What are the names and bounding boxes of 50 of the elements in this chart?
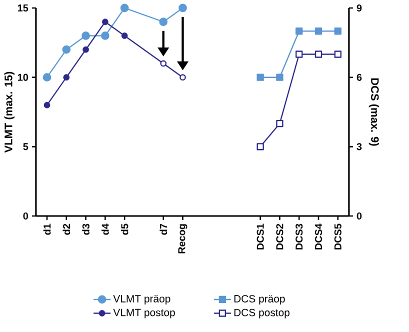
point [314,50,322,58]
y-tick-label: 0 [23,212,28,220]
x-tick-label: d2 [62,224,70,235]
y-tick-label: 5 [23,143,28,150]
legend-label: VLMT postop [113,308,175,318]
point [276,74,284,81]
x-tick-label: d7 [160,224,168,235]
point [256,143,264,150]
point [296,50,303,58]
y2-tick-label: 0 [356,212,362,220]
legend-label: DCS präop [234,295,285,305]
y2-tick-label: 3 [356,143,362,150]
legend-label: VLMT präop [113,295,170,304]
point [82,46,89,53]
point [334,50,342,58]
y-axis-title: VLMT (max. 15) [4,72,14,153]
y2-tick-label: 6 [356,74,362,81]
y-tick-label: 10 [18,74,28,81]
x-tick-label: DCS4 [314,224,322,250]
x-tick-label: DCS2 [276,224,284,250]
y2-tick-label: 9 [356,4,362,12]
point [44,102,50,108]
legend-label: DCS postop [234,308,290,318]
point [159,18,168,26]
x-tick-label: DCS5 [334,224,342,250]
point [121,32,128,39]
x-tick-label: d5 [120,224,128,235]
point [334,28,342,35]
point [314,28,322,35]
x-tick-label: d3 [82,224,90,235]
point [62,45,71,54]
point [102,18,108,26]
point [256,74,264,81]
point [42,73,52,82]
y-tick-label: 15 [18,4,28,12]
point [100,32,110,40]
point [63,74,70,81]
point [180,74,186,81]
x-tick-label: Recog [178,224,188,254]
point [120,4,129,12]
point [276,120,284,128]
y2-axis-title: DCS (max. 9) [368,78,380,146]
point [296,28,303,35]
point [178,4,187,12]
point [82,32,90,40]
x-tick-label: d4 [102,224,109,235]
point [160,60,167,67]
x-tick-label: DCS1 [256,224,264,250]
x-tick-label: d1 [43,224,51,235]
x-tick-label: DCS3 [296,224,303,250]
